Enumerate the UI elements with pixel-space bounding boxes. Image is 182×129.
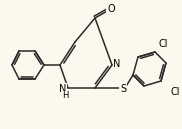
Text: N: N bbox=[59, 84, 67, 94]
Text: N: N bbox=[113, 59, 121, 69]
Text: Cl: Cl bbox=[158, 39, 168, 49]
Text: O: O bbox=[107, 4, 115, 14]
Text: S: S bbox=[120, 84, 126, 94]
Text: H: H bbox=[62, 91, 68, 100]
Text: Cl: Cl bbox=[170, 87, 180, 97]
